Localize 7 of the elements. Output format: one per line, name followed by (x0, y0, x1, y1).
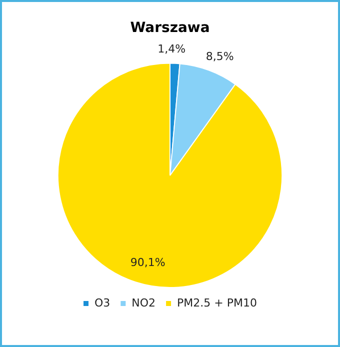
legend-label: NO2 (132, 296, 156, 310)
chart-title: Warszawa (130, 20, 210, 36)
legend-label: PM2.5 + PM10 (177, 296, 257, 310)
data-label: 8,5% (206, 50, 234, 64)
legend-label: O3 (94, 296, 110, 310)
data-label: 1,4% (158, 42, 186, 56)
data-label: 90,1% (130, 256, 166, 269)
